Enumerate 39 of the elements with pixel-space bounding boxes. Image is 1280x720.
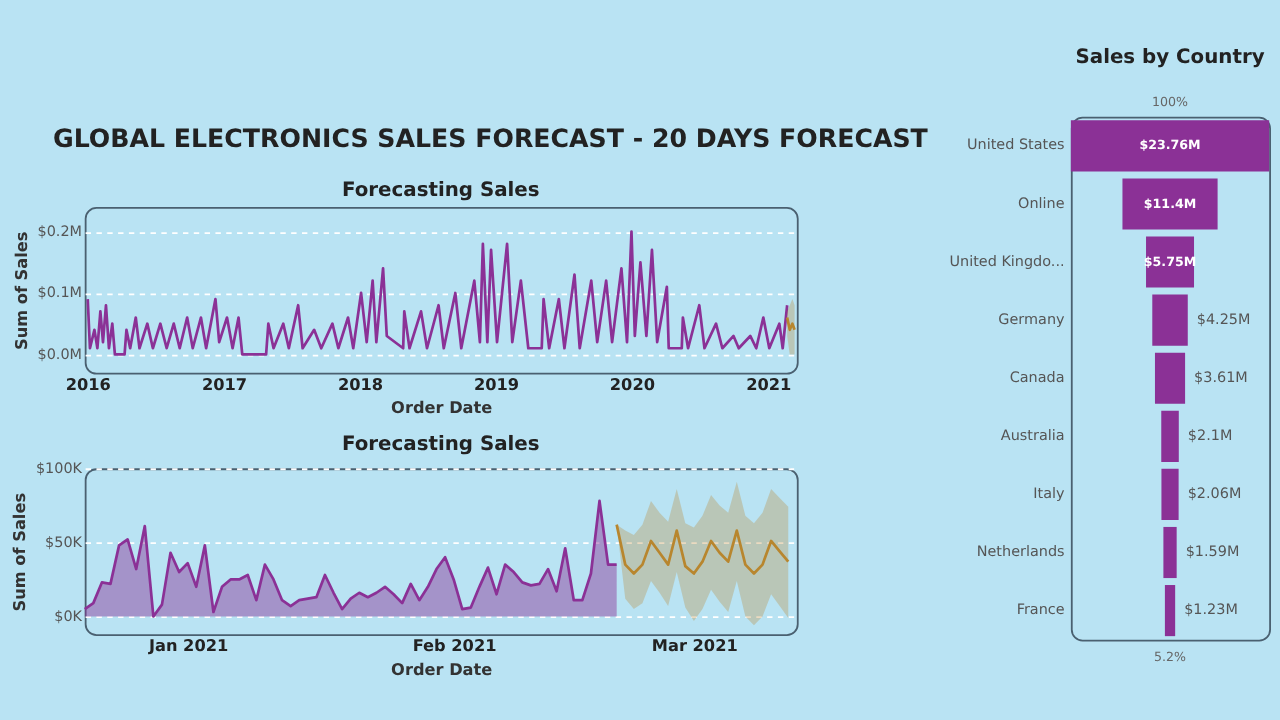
x-tick-label: 2016 [65, 373, 112, 394]
y-tick-label: $100K [35, 458, 83, 477]
x-tick-label: 2018 [337, 373, 384, 394]
chart-title: Forecasting Sales [341, 180, 540, 203]
data-label: $3.61M [1194, 367, 1248, 386]
y-tick-label: $0.2M [37, 222, 83, 241]
y-axis-title: Sum of Sales [9, 492, 30, 612]
x-tick-label: Mar 2021 [651, 635, 739, 656]
text: Sales by Country [1075, 46, 1266, 69]
category-label: France [1016, 600, 1066, 619]
y-tick-label: $50K [45, 532, 83, 551]
x-tick-label: 2017 [201, 373, 248, 394]
data-label: $1.23M [1184, 600, 1238, 619]
x-tick-label: 2019 [473, 373, 520, 394]
x-axis-title: Order Date [391, 397, 494, 418]
category-label: Australia [1000, 425, 1065, 444]
x-tick-label: 2021 [746, 373, 792, 394]
x-tick-label: Feb 2021 [412, 635, 498, 656]
category-label: Online [1018, 193, 1066, 212]
data-label: $2.1M [1187, 425, 1233, 444]
category-label: Canada [1009, 367, 1065, 386]
category-label: Germany [998, 309, 1067, 328]
category-label: United States [967, 135, 1066, 154]
category-label: Italy [1033, 484, 1067, 503]
x-tick-label: Jan 2021 [146, 635, 229, 656]
data-label: $4.25M [1196, 309, 1251, 328]
y-tick-label: $0K [54, 606, 83, 625]
data-label: $1.59M [1185, 542, 1240, 561]
chart-title: Forecasting Sales [341, 434, 540, 457]
x-tick-label: 2020 [609, 373, 656, 394]
x-axis-title: Order Date [391, 658, 494, 679]
text: GLOBAL ELECTRONICS SALES FORECAST - 20 DAYS FORECAST [52, 123, 929, 154]
category-label: United Kingdo... [949, 251, 1065, 270]
y-axis-title: Sum of Sales [10, 231, 31, 351]
y-tick-label: $0.1M [37, 283, 83, 302]
y-tick-label: $0.0M [37, 344, 83, 363]
category-label: Netherlands [976, 542, 1066, 561]
line-series [615, 523, 790, 575]
data-label: $2.06M [1187, 484, 1242, 503]
